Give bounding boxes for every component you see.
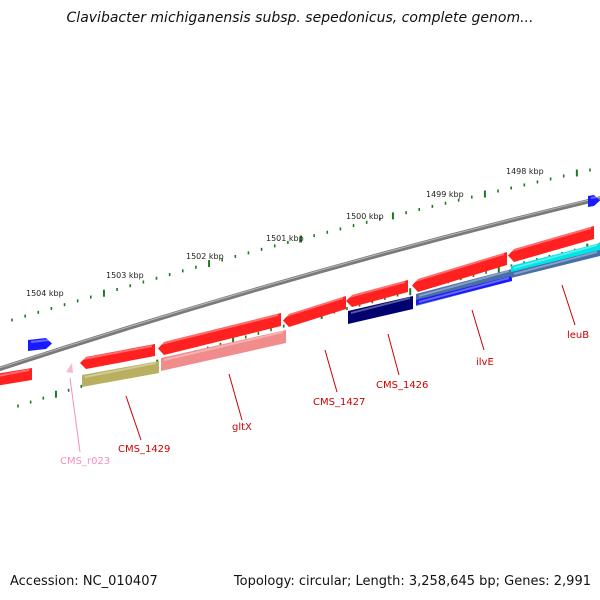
gene-label-text: ilvE: [476, 357, 494, 368]
gene-label-text: CMS_1426: [376, 380, 428, 391]
cds-feature-cms1427[interactable]: [348, 296, 413, 324]
kbp-label: 1499 kbp: [426, 190, 464, 199]
gene-label[interactable]: gltX: [228, 373, 252, 433]
gene-label[interactable]: CMS_r023: [60, 377, 110, 467]
cds-feature-gltx[interactable]: [161, 330, 286, 371]
gene-feature-ilve[interactable]: [412, 252, 507, 292]
gene-label[interactable]: CMS_1426: [376, 333, 428, 391]
cds-feature-cms1429[interactable]: [82, 361, 159, 387]
gene-label-text: CMS_r023: [60, 456, 110, 467]
gene-label[interactable]: ilvE: [471, 309, 494, 368]
gene-labels: CMS_r023 CMS_1429 gltX CMS_1427 CMS_1426 ilvE…: [60, 284, 589, 467]
gene-feature-cms1426[interactable]: [346, 280, 408, 307]
tick-marks: [11, 168, 600, 408]
map-title: Clavibacter michiganensis subsp. sepedon…: [66, 10, 534, 26]
features: [0, 195, 600, 387]
kbp-label: 1500 kbp: [346, 212, 384, 221]
gene-label-text: CMS_1427: [313, 397, 365, 408]
kbp-labels: 1504 kbp 1503 kbp 1502 kbp 1501 kbp 1500 kbp…: [26, 167, 544, 298]
gene-label[interactable]: leuB: [561, 284, 589, 341]
genome-backbone: [0, 196, 600, 372]
cds-feature-leub-2[interactable]: [511, 250, 600, 278]
kbp-label: 1504 kbp: [26, 289, 64, 298]
gene-feature-gltx[interactable]: [158, 313, 281, 355]
gene-feature[interactable]: [0, 368, 32, 386]
gene-feature-leub[interactable]: [508, 226, 594, 262]
other-gene-feature[interactable]: [588, 195, 600, 207]
kbp-label: 1498 kbp: [506, 167, 544, 176]
gene-feature-cms1429[interactable]: [80, 344, 155, 369]
gene-label[interactable]: CMS_1427: [313, 349, 365, 408]
kbp-label: 1503 kbp: [106, 271, 144, 280]
accession-label: Accession: NC_010407: [10, 574, 158, 589]
kbp-label: 1502 kbp: [186, 252, 224, 261]
gene-label[interactable]: CMS_1429: [118, 395, 170, 455]
rrna-feature-cmsr023[interactable]: [66, 363, 73, 373]
genome-stats: Topology: circular; Length: 3,258,645 bp…: [233, 574, 591, 589]
kbp-label: 1501 kbp: [266, 234, 304, 243]
gene-feature-cms1427[interactable]: [283, 296, 346, 327]
gene-label-text: leuB: [567, 330, 589, 341]
other-gene-feature[interactable]: [28, 338, 52, 351]
gene-label-text: CMS_1429: [118, 444, 170, 455]
cds-feature-ilve[interactable]: [416, 276, 512, 305]
gene-label-text: gltX: [232, 422, 252, 433]
